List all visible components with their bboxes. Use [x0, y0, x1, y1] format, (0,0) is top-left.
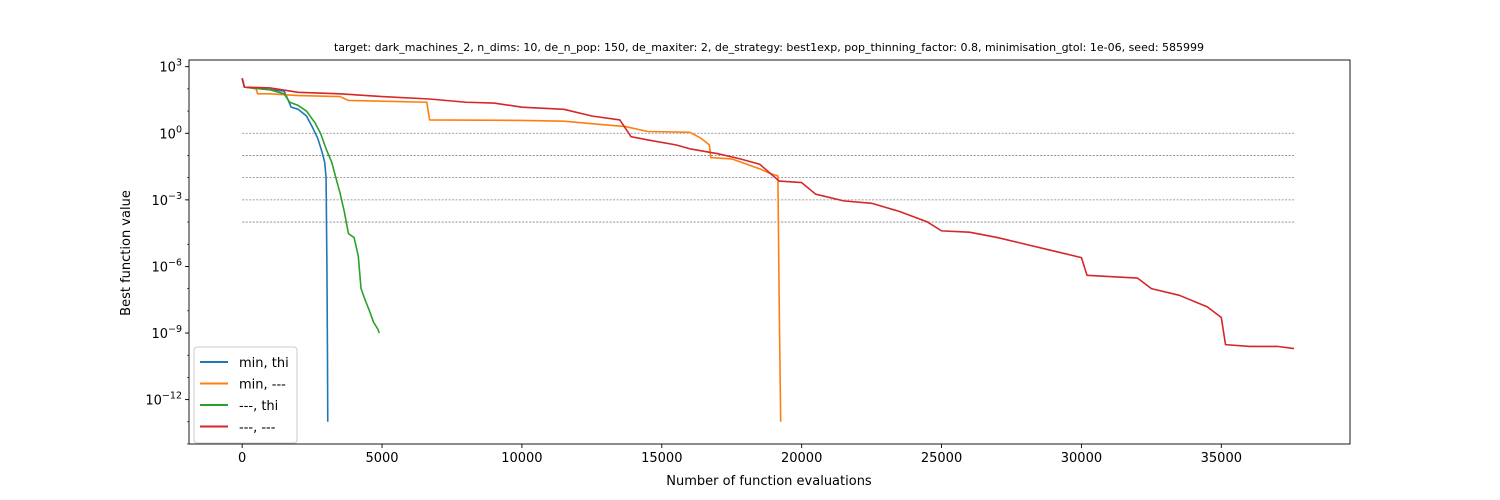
y-tick-label: 10−12: [145, 391, 182, 409]
y-tick-label: 10−6: [151, 257, 182, 275]
series-line: [241, 78, 380, 334]
legend-label: min, ---: [239, 378, 286, 393]
x-tick-label: 20000: [781, 451, 822, 466]
y-tick-label: 103: [159, 58, 182, 76]
axes: 0 5000 10000 15000 20000 25000 30000 35000 103 10…: [145, 58, 1351, 466]
x-tick-label: 10000: [501, 451, 542, 466]
y-tick-label: 10−9: [151, 324, 182, 342]
y-axis-label: Best function value: [119, 190, 134, 316]
axes-frame: [188, 59, 1351, 445]
legend: min, thi min, --- ---, thi ---, ---: [193, 346, 298, 444]
y-tick-label: 10−3: [151, 191, 182, 209]
legend-label: ---, ---: [239, 421, 276, 436]
x-tick-label: 5000: [365, 451, 398, 466]
legend-box: [193, 346, 298, 444]
series-line: [241, 78, 782, 422]
x-tick-label: 25000: [921, 451, 962, 466]
chart-title: target: dark_machines_2, n_dims: 10, de_…: [334, 41, 1204, 54]
plot-area: [241, 78, 1295, 422]
x-axis-label: Number of function evaluations: [666, 474, 872, 489]
legend-label: ---, thi: [239, 399, 278, 414]
x-tick-label: 15000: [641, 451, 682, 466]
legend-label: min, thi: [239, 356, 289, 371]
x-tick-label: 30000: [1061, 451, 1102, 466]
series-line: [241, 78, 1295, 350]
x-tick-label: 35000: [1201, 451, 1242, 466]
y-tick-label: 100: [159, 124, 182, 142]
x-tick-label: 0: [238, 451, 246, 466]
